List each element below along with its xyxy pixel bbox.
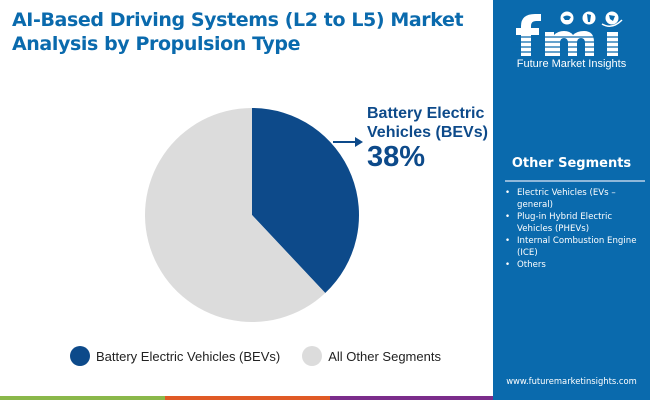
legend-item-others: All Other Segments — [302, 346, 441, 366]
list-item: Electric Vehicles (EVs – general) — [503, 187, 648, 211]
list-item: Others — [503, 259, 648, 271]
footer-color-bar — [0, 396, 650, 400]
callout-value: 38% — [367, 141, 426, 173]
callout-label: Battery Electric Vehicles (BEVs) — [367, 105, 488, 141]
pie-chart — [145, 108, 363, 322]
list-item: Internal Combustion Engine (ICE) — [503, 235, 648, 259]
divider — [505, 180, 645, 182]
legend-swatch-bevs — [70, 346, 90, 366]
legend-swatch-others — [302, 346, 323, 366]
callout-arrow — [333, 137, 363, 147]
fmi-logo — [512, 11, 623, 56]
side-panel: Future Market Insights Other Segments El… — [493, 0, 650, 400]
footer-bar-green — [0, 396, 165, 400]
website-link[interactable]: www.futuremarketinsights.com — [506, 376, 637, 386]
legend: Battery Electric Vehicles (BEVs) All Oth… — [70, 346, 463, 366]
pie-slice-all-other-segments — [145, 108, 326, 322]
legend-label-others: All Other Segments — [328, 348, 441, 364]
pie-slices — [145, 108, 359, 322]
list-item: Plug-in Hybrid Electric Vehicles (PHEVs) — [503, 211, 648, 235]
pie-slice-battery-electric-vehicles-bevs — [252, 108, 359, 293]
footer-bar-purple — [330, 396, 493, 400]
other-segments-list: Electric Vehicles (EVs – general) Plug-i… — [503, 187, 648, 271]
chart-title: AI-Based Driving Systems (L2 to L5) Mark… — [12, 9, 464, 55]
other-segments-title: Other Segments — [511, 156, 632, 171]
legend-item-bevs: Battery Electric Vehicles (BEVs) — [70, 346, 280, 366]
legend-label-bevs: Battery Electric Vehicles (BEVs) — [96, 348, 281, 364]
footer-bar-orange — [165, 396, 330, 400]
callout: Battery Electric Vehicles (BEVs) 38% — [367, 104, 492, 172]
brand-name: Future Market Insights — [516, 58, 627, 70]
